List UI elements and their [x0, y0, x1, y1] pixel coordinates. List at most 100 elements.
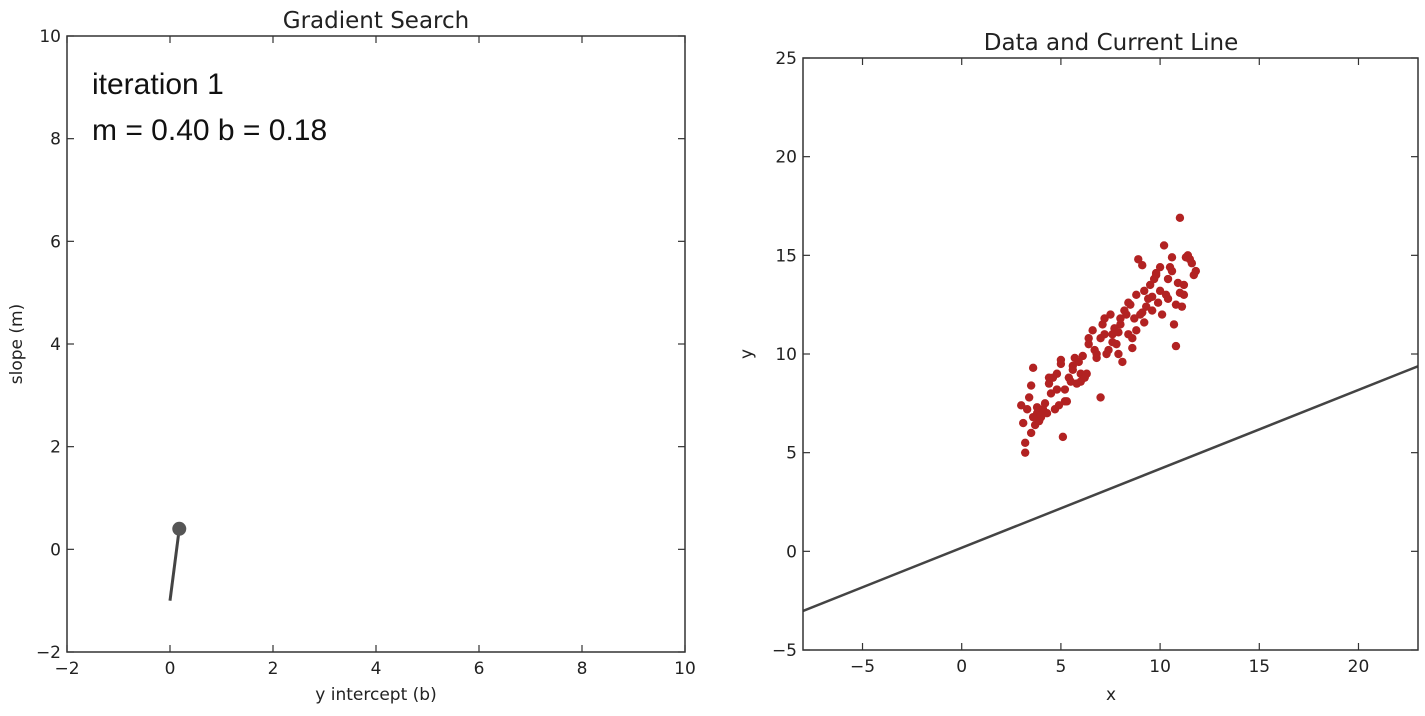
- x-tick-label: 5: [1055, 657, 1066, 677]
- data-point: [1024, 393, 1034, 402]
- y-tick-label: 0: [786, 542, 797, 562]
- x-axis-label: x: [1106, 685, 1116, 705]
- data-point: [1020, 448, 1030, 457]
- data-point: [1100, 330, 1109, 339]
- y-tick-label: 20: [775, 148, 797, 168]
- data-point: [1084, 334, 1093, 343]
- data-point: [1118, 357, 1127, 367]
- current-estimate-point: [172, 521, 187, 536]
- data-point: [1060, 385, 1070, 394]
- data-point: [1019, 418, 1028, 428]
- data-point: [1060, 397, 1070, 406]
- x-tick-label: −5: [850, 657, 875, 677]
- data-point: [1171, 300, 1181, 309]
- data-point: [1171, 341, 1181, 351]
- y-tick-label: 2: [50, 438, 61, 458]
- data-point: [1116, 314, 1125, 323]
- x-tick-label: 0: [165, 659, 176, 679]
- iteration-annotation: iteration 1: [92, 68, 224, 101]
- fitted-line: [803, 365, 1418, 613]
- data-point: [1155, 262, 1165, 272]
- data-current-line-chart: Data and Current Line x y −5 0 5 10 15 20 −5 0 5…: [737, 30, 1419, 705]
- data-point: [1175, 288, 1185, 298]
- data-point: [1145, 280, 1155, 290]
- data-point: [1044, 373, 1054, 382]
- search-path-line: [168, 528, 181, 601]
- x-tick-label: 8: [577, 659, 588, 679]
- data-point: [1066, 377, 1076, 386]
- data-point: [1185, 255, 1195, 264]
- y-tick-label: 10: [39, 27, 61, 47]
- plot-frame: [802, 57, 1419, 651]
- data-point: [1106, 310, 1115, 319]
- y-axis-label: y: [737, 349, 757, 359]
- y-tick-label: 15: [775, 246, 797, 266]
- data-point: [1050, 405, 1060, 414]
- data-point: [1155, 286, 1165, 296]
- data-point: [1132, 326, 1141, 335]
- x-axis-label: y intercept (b): [315, 685, 436, 705]
- data-point: [1020, 438, 1030, 447]
- data-point: [1114, 328, 1123, 337]
- data-point: [1032, 403, 1042, 412]
- data-point: [1138, 308, 1147, 317]
- y-tick-label: 0: [50, 540, 61, 560]
- data-point: [1078, 351, 1087, 361]
- data-point: [1082, 369, 1091, 378]
- data-point: [1140, 286, 1149, 296]
- x-tick-label: 4: [371, 659, 382, 679]
- data-point: [1130, 314, 1139, 323]
- data-point: [1044, 379, 1054, 388]
- data-point: [1132, 290, 1141, 299]
- data-point: [1052, 369, 1062, 378]
- x-tick-label: 15: [1248, 657, 1270, 677]
- data-point: [1128, 334, 1137, 343]
- y-tick-label: −5: [772, 641, 797, 661]
- data-point: [1151, 268, 1161, 278]
- data-point: [1074, 357, 1083, 367]
- data-point: [1017, 401, 1026, 410]
- data-point: [1165, 262, 1175, 272]
- data-point: [1173, 278, 1183, 288]
- data-point: [1140, 318, 1149, 327]
- data-point: [1052, 385, 1062, 394]
- data-point: [1026, 381, 1036, 390]
- y-tick-label: −2: [36, 643, 61, 663]
- y-tick-label: 10: [775, 345, 797, 365]
- data-point: [1088, 326, 1097, 335]
- data-point: [1056, 355, 1066, 365]
- data-point: [1102, 349, 1111, 359]
- data-point: [1157, 310, 1167, 319]
- data-point: [1163, 274, 1173, 284]
- data-point: [1128, 343, 1137, 353]
- chart-title: Data and Current Line: [984, 30, 1238, 56]
- data-point: [1114, 349, 1123, 359]
- data-point: [1098, 320, 1107, 329]
- data-point: [1028, 363, 1038, 373]
- y-tick-label: 4: [50, 335, 61, 355]
- y-tick-label: 8: [50, 130, 61, 150]
- data-point: [1046, 389, 1056, 398]
- plot-frame: [66, 35, 686, 653]
- parameters-annotation: m = 0.40 b = 0.18: [92, 114, 327, 147]
- y-tick-label: 6: [50, 232, 61, 252]
- x-tick-label: −2: [54, 659, 79, 679]
- data-point: [1167, 253, 1177, 262]
- data-point: [1108, 337, 1117, 347]
- data-point: [1189, 270, 1199, 280]
- y-tick-label: 5: [786, 444, 797, 464]
- data-point: [1096, 393, 1105, 402]
- x-tick-label: 20: [1348, 657, 1370, 677]
- chart-title: Gradient Search: [283, 8, 469, 34]
- x-tick-label: 2: [268, 659, 279, 679]
- data-point: [1142, 302, 1151, 311]
- data-point: [1134, 255, 1143, 264]
- x-tick-label: 10: [1149, 657, 1171, 677]
- x-tick-label: 0: [956, 657, 967, 677]
- data-point: [1161, 290, 1171, 299]
- data-point: [1084, 339, 1093, 349]
- data-point: [1068, 361, 1078, 371]
- gradient-search-chart: Gradient Search y intercept (b) slope (m…: [7, 8, 696, 705]
- data-point: [1028, 412, 1038, 422]
